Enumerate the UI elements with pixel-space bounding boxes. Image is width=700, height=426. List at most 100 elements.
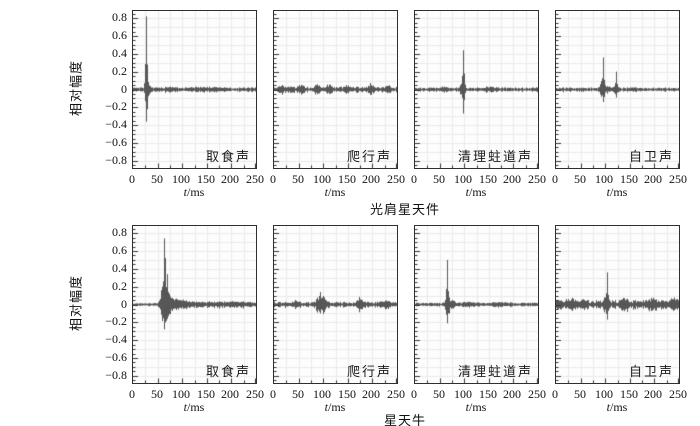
x-tick-label: 50 <box>433 172 445 186</box>
x-tick-label: 150 <box>479 387 497 401</box>
y-tick-label: −0.8 <box>105 368 127 382</box>
x-tick-label: 150 <box>620 172 638 186</box>
y-tick-label: 0 <box>121 297 127 311</box>
waveform-canvas-row2-gallery-cleaning <box>415 226 538 383</box>
x-tick-label: 0 <box>552 387 558 401</box>
y-tick-label: 0.6 <box>112 243 127 257</box>
y-axis-title-row1: 相对幅度 <box>68 59 84 117</box>
y-tick-label: −0.2 <box>105 99 127 113</box>
x-tick-label: 0 <box>411 387 417 401</box>
y-tick-label: 0.8 <box>112 10 127 24</box>
y-tick-label: −0.6 <box>105 350 127 364</box>
x-tick-label: 0 <box>270 387 276 401</box>
x-tick-label: 100 <box>454 387 472 401</box>
x-tick-label: 200 <box>503 172 521 186</box>
x-tick-label: 50 <box>151 172 163 186</box>
x-axis-title-unit: /ms <box>187 400 205 414</box>
x-tick-label: 0 <box>129 387 135 401</box>
x-tick-label: 100 <box>454 172 472 186</box>
subplot-row1-defense: 自卫声 <box>555 10 680 169</box>
x-axis-title-unit: /ms <box>187 185 205 199</box>
subplot-row2-gallery-cleaning: 清理蛀道声 <box>414 225 539 384</box>
subplot-row1-gallery-cleaning: 清理蛀道声 <box>414 10 539 169</box>
x-tick-label: 100 <box>172 387 190 401</box>
x-tick-label: 50 <box>574 172 586 186</box>
waveform-canvas-row2-crawling <box>274 226 397 383</box>
y-tick-label: −0.2 <box>105 314 127 328</box>
x-axis-title: t/ms <box>587 401 647 413</box>
subplot-row2-crawling: 爬行声 <box>273 225 398 384</box>
plot-label: 取食声 <box>205 149 251 164</box>
subplot-row1-crawling: 爬行声 <box>273 10 398 169</box>
x-tick-label: 0 <box>129 172 135 186</box>
x-tick-label: 0 <box>552 172 558 186</box>
x-axis-title-variable: t <box>465 400 469 414</box>
x-tick-label: 200 <box>362 387 380 401</box>
x-axis-title-unit: /ms <box>469 400 487 414</box>
subplot-row1-feeding: 取食声 <box>132 10 257 169</box>
subplot-row2-defense: 自卫声 <box>555 225 680 384</box>
x-axis-title-variable: t <box>606 185 610 199</box>
x-axis-title: t/ms <box>587 186 647 198</box>
x-tick-label: 50 <box>292 387 304 401</box>
x-axis-title-unit: /ms <box>610 185 628 199</box>
x-tick-label: 100 <box>595 172 613 186</box>
x-axis-title: t/ms <box>164 186 224 198</box>
plot-label: 取食声 <box>205 364 251 379</box>
x-axis-title-variable: t <box>324 185 328 199</box>
x-tick-label: 100 <box>595 387 613 401</box>
x-axis-title-unit: /ms <box>610 400 628 414</box>
x-tick-label: 200 <box>362 172 380 186</box>
x-tick-label: 200 <box>221 172 239 186</box>
waveform-canvas-row1-feeding <box>133 11 256 168</box>
x-tick-label: 50 <box>433 387 445 401</box>
y-tick-label: 0.4 <box>112 46 127 60</box>
plot-label: 清理蛀道声 <box>457 364 533 379</box>
x-axis-title-variable: t <box>465 185 469 199</box>
x-axis-title: t/ms <box>164 401 224 413</box>
plot-label: 自卫声 <box>628 149 674 164</box>
plot-label: 清理蛀道声 <box>457 149 533 164</box>
x-axis-title: t/ms <box>446 401 506 413</box>
x-tick-label: 200 <box>503 387 521 401</box>
waveform-canvas-row1-gallery-cleaning <box>415 11 538 168</box>
x-axis-title: t/ms <box>446 186 506 198</box>
y-tick-label: 0.4 <box>112 261 127 275</box>
y-axis-title-row2: 相对幅度 <box>68 274 84 332</box>
x-tick-label: 250 <box>246 172 264 186</box>
row2-caption: 星天牛 <box>383 413 426 426</box>
x-axis-title-unit: /ms <box>328 185 346 199</box>
x-tick-label: 200 <box>221 387 239 401</box>
x-tick-label: 150 <box>479 172 497 186</box>
y-tick-label: 0.2 <box>112 64 127 78</box>
plot-label: 爬行声 <box>346 149 392 164</box>
plot-label: 自卫声 <box>628 364 674 379</box>
x-axis-title-unit: /ms <box>469 185 487 199</box>
x-tick-label: 50 <box>292 172 304 186</box>
x-tick-label: 250 <box>669 172 687 186</box>
x-axis-title: t/ms <box>305 186 365 198</box>
x-tick-label: 150 <box>197 387 215 401</box>
y-tick-label: 0.8 <box>112 225 127 239</box>
x-tick-label: 250 <box>387 172 405 186</box>
y-tick-label: 0.6 <box>112 28 127 42</box>
x-tick-label: 50 <box>151 387 163 401</box>
x-axis-title: t/ms <box>305 401 365 413</box>
plot-label: 爬行声 <box>346 364 392 379</box>
subplot-row2-feeding: 取食声 <box>132 225 257 384</box>
x-tick-label: 150 <box>338 172 356 186</box>
x-tick-label: 150 <box>620 387 638 401</box>
x-tick-label: 250 <box>246 387 264 401</box>
x-tick-label: 50 <box>574 387 586 401</box>
y-tick-label: 0 <box>121 82 127 96</box>
x-tick-label: 100 <box>172 172 190 186</box>
waveform-canvas-row2-defense <box>556 226 679 383</box>
x-axis-title-variable: t <box>324 400 328 414</box>
x-tick-label: 250 <box>669 387 687 401</box>
x-axis-title-variable: t <box>606 400 610 414</box>
x-tick-label: 200 <box>644 172 662 186</box>
row1-caption: 光肩星天件 <box>369 202 440 217</box>
waveform-canvas-row1-defense <box>556 11 679 168</box>
x-tick-label: 250 <box>387 387 405 401</box>
